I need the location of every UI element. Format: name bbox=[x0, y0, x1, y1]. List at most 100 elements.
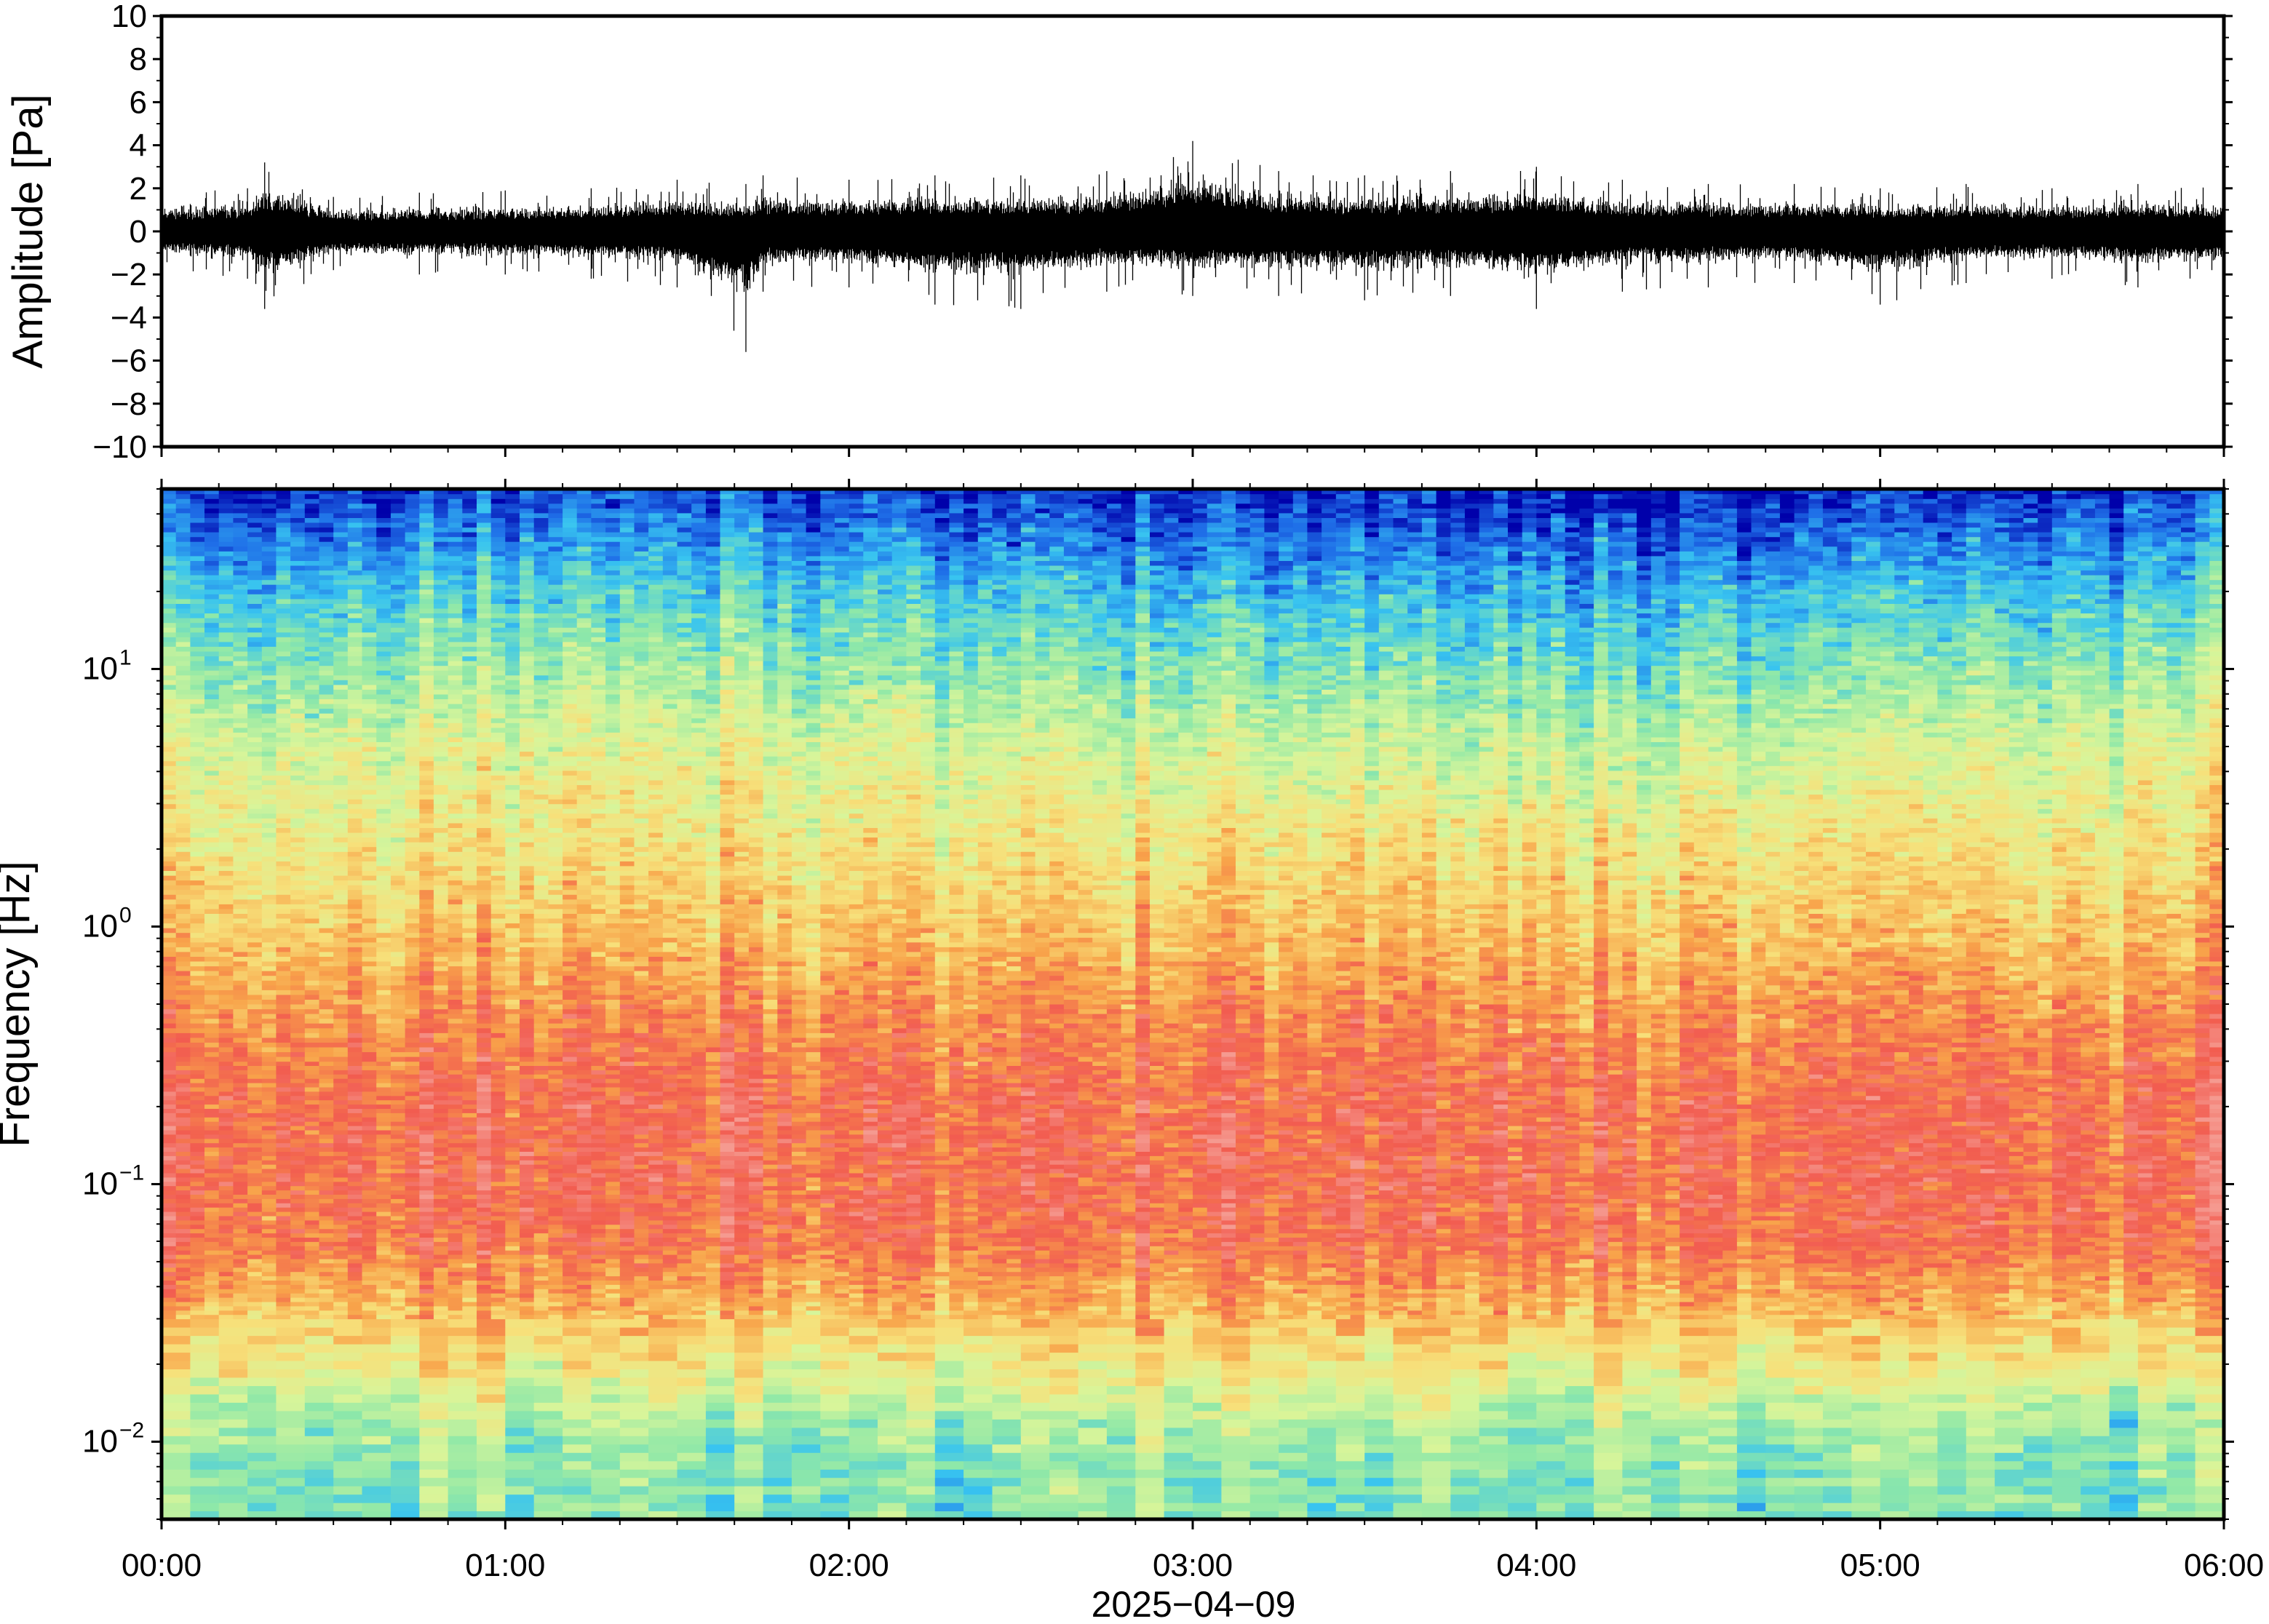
spectrogram-cell bbox=[1722, 1246, 1737, 1251]
spectrogram-cell bbox=[2166, 1352, 2196, 1361]
spectrogram-cell bbox=[2153, 1250, 2167, 1255]
spectrogram-cell bbox=[2024, 1402, 2053, 1411]
spectrogram-cell bbox=[276, 1369, 305, 1377]
spectrogram-cell bbox=[648, 1272, 663, 1277]
spectrogram-cell bbox=[605, 1237, 620, 1242]
spectrogram-cell bbox=[563, 1272, 577, 1277]
spectrogram-cell bbox=[2166, 1306, 2181, 1311]
spectrogram-cell bbox=[1279, 1469, 1308, 1478]
spectrogram-cell bbox=[1880, 1494, 1910, 1503]
spectrogram-cell bbox=[605, 1297, 620, 1302]
spectrogram-cell bbox=[262, 1254, 277, 1259]
spectrogram-cell bbox=[591, 1461, 620, 1470]
spectrogram-cell bbox=[1250, 1284, 1265, 1289]
spectrogram-cell bbox=[591, 1486, 620, 1494]
spectrogram-cell bbox=[405, 1310, 420, 1315]
spectrogram-cell bbox=[1837, 1276, 1852, 1281]
spectrogram-cell bbox=[2067, 1259, 2081, 1264]
spectrogram-cell bbox=[949, 1276, 963, 1281]
spectrogram-cell bbox=[1651, 1267, 1666, 1273]
spectrogram-cell bbox=[1565, 1394, 1594, 1403]
spectrogram-cell bbox=[1694, 1229, 1709, 1234]
spectrogram-cell bbox=[204, 1289, 219, 1294]
spectrogram-cell bbox=[1709, 1494, 1738, 1503]
spectrogram-cell bbox=[663, 1280, 677, 1285]
spectrogram-cell bbox=[935, 1319, 964, 1328]
spectrogram-cell bbox=[820, 1225, 835, 1230]
spectrogram-cell bbox=[706, 1293, 720, 1298]
spectrogram-cell bbox=[648, 1319, 677, 1328]
spectrogram-cell bbox=[1036, 1276, 1050, 1281]
spectrogram-cell bbox=[262, 1302, 277, 1307]
spectrogram-cell bbox=[162, 1494, 191, 1503]
spectrogram-cell bbox=[1622, 1319, 1651, 1328]
spectrogram-cell bbox=[1150, 1297, 1164, 1302]
spectrogram-cell bbox=[591, 1478, 620, 1486]
spectrogram-cell bbox=[1107, 1461, 1136, 1470]
spectrogram-cell bbox=[1966, 1272, 1981, 1277]
spectrogram-cell bbox=[1236, 1237, 1250, 1242]
spectrogram-cell bbox=[204, 1297, 219, 1302]
spectrogram-cell bbox=[391, 1436, 420, 1444]
spectrogram-cell bbox=[1178, 1225, 1193, 1230]
spectrogram-cell bbox=[1450, 1233, 1465, 1238]
spectrogram-cell bbox=[1709, 1297, 1723, 1302]
spectrogram-cell bbox=[1465, 1306, 1479, 1311]
spectrogram-cell bbox=[648, 1502, 677, 1511]
spectrogram-cell bbox=[1923, 1284, 1938, 1289]
spectrogram-cell bbox=[1651, 1444, 1680, 1453]
spectrogram-cell bbox=[792, 1263, 806, 1268]
spectrogram-cell bbox=[2038, 1237, 2052, 1242]
spectrogram-cell bbox=[734, 1315, 749, 1320]
spectrogram-cell bbox=[1178, 1315, 1193, 1320]
spectrogram-cell bbox=[462, 1310, 477, 1315]
spectrogram-cell bbox=[362, 1237, 377, 1242]
spectrogram-cell bbox=[677, 1237, 692, 1242]
spectrogram-cell bbox=[362, 1352, 392, 1361]
spectrogram-cell bbox=[1508, 1452, 1537, 1461]
spectrogram-cell bbox=[691, 1306, 706, 1311]
spectrogram-cell bbox=[1823, 1241, 1837, 1246]
spectrogram-cell bbox=[878, 1293, 892, 1298]
spectrogram-cell bbox=[1021, 1478, 1050, 1486]
spectrogram-cell bbox=[1307, 1478, 1336, 1486]
spectrogram-cell bbox=[993, 1352, 1022, 1361]
spectrogram-cell bbox=[1508, 1225, 1522, 1230]
spectrogram-cell bbox=[635, 1233, 649, 1238]
spectrogram-cell bbox=[2052, 1229, 2067, 1234]
spectrogram-cell bbox=[620, 1352, 649, 1361]
spectrogram-cell bbox=[1479, 1336, 1509, 1345]
spectrogram-cell bbox=[1937, 1263, 1952, 1268]
spectrogram-cell bbox=[648, 1461, 677, 1470]
spectrogram-cell bbox=[1036, 1250, 1050, 1255]
spectrogram-cell bbox=[247, 1461, 277, 1470]
spectrogram-cell bbox=[434, 1293, 448, 1298]
spectrogram-cell bbox=[620, 1478, 649, 1486]
spectrogram-cell bbox=[921, 1293, 935, 1298]
spectrogram-cell bbox=[1680, 1344, 1709, 1353]
spectrogram-cell bbox=[1264, 1293, 1279, 1298]
spectrogram-cell bbox=[749, 1276, 763, 1281]
spectrogram-cell bbox=[591, 1385, 620, 1394]
spectrogram-cell bbox=[1909, 1319, 1938, 1328]
spectrogram-cell bbox=[176, 1259, 191, 1264]
spectrogram-cell bbox=[1808, 1267, 1823, 1273]
spectrogram-cell bbox=[1364, 1315, 1379, 1320]
spectrogram-cell bbox=[1479, 1411, 1509, 1420]
spectrogram-cell bbox=[921, 1306, 935, 1311]
spectrogram-cell bbox=[1336, 1494, 1365, 1503]
spectrogram-cell bbox=[1078, 1280, 1093, 1285]
spectrogram-cell bbox=[949, 1306, 963, 1311]
spectrogram-cell bbox=[1407, 1289, 1422, 1294]
spectrogram-cell bbox=[1866, 1267, 1880, 1273]
spectrogram-cell bbox=[1322, 1297, 1336, 1302]
spectrogram-cell bbox=[419, 1377, 448, 1386]
spectrogram-cell bbox=[763, 1402, 792, 1411]
spectrogram-cell bbox=[176, 1272, 191, 1277]
spectrogram-cell bbox=[806, 1263, 821, 1268]
spectrogram-cell bbox=[1966, 1369, 1995, 1377]
spectrogram-cell bbox=[1937, 1385, 1966, 1394]
spectrogram-cell bbox=[1651, 1361, 1680, 1369]
spectrogram-cell bbox=[2038, 1241, 2052, 1246]
spectrogram-cell bbox=[219, 1369, 248, 1377]
